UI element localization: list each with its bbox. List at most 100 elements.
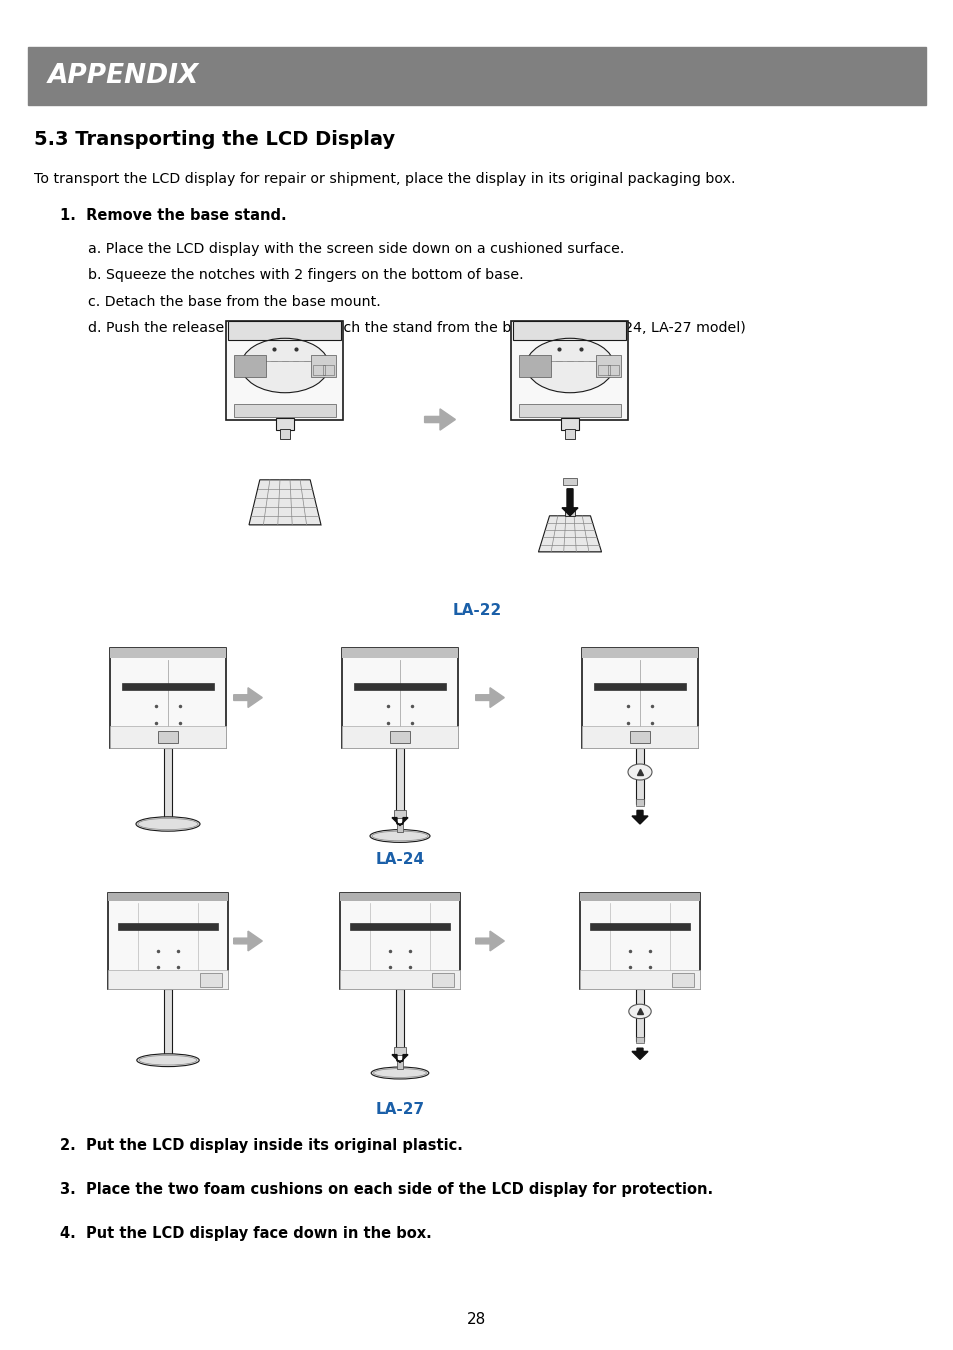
Bar [432,973,454,987]
Ellipse shape [371,1066,428,1079]
Bar [313,366,325,375]
Polygon shape [476,931,504,950]
Bar [395,748,403,811]
Polygon shape [233,687,262,707]
Bar [581,648,698,748]
Bar [564,428,575,439]
Ellipse shape [241,339,329,393]
Bar [589,923,690,930]
Bar [518,355,551,377]
Bar [229,320,341,340]
Bar [636,990,643,1041]
Bar [158,730,177,742]
Text: a. Place the LCD display with the screen side down on a cushioned surface.: a. Place the LCD display with the screen… [88,242,623,256]
Ellipse shape [627,764,651,780]
Bar [671,973,694,987]
Polygon shape [537,516,601,552]
Text: 3.  Place the two foam cushions on each side of the LCD display for protection.: 3. Place the two foam cushions on each s… [60,1183,713,1197]
Ellipse shape [136,1054,199,1067]
Bar [108,892,228,990]
Bar [226,320,343,420]
Bar [579,969,700,990]
Bar [110,648,226,657]
Bar [394,810,405,818]
Bar [122,683,213,690]
Text: 4.  Put the LCD display face down in the box.: 4. Put the LCD display face down in the … [60,1226,432,1241]
Bar [395,990,403,1049]
Bar [396,1061,403,1069]
Bar [354,683,446,690]
Ellipse shape [525,339,613,393]
Text: b. Squeeze the notches with 2 fingers on the bottom of base.: b. Squeeze the notches with 2 fingers on… [88,269,523,282]
Bar [513,320,626,340]
Bar [341,648,457,657]
Bar [562,478,577,485]
Bar [341,726,457,748]
Bar [595,355,620,377]
Bar [28,47,925,105]
Text: 5.3 Transporting the LCD Display: 5.3 Transporting the LCD Display [34,130,395,148]
Text: LA-22: LA-22 [452,603,501,618]
Polygon shape [631,1048,647,1060]
Bar [233,404,336,417]
Text: APPENDIX: APPENDIX [48,63,199,89]
Bar [229,320,341,340]
Text: To transport the LCD display for repair or shipment, place the display in its or: To transport the LCD display for repair … [34,171,735,186]
Ellipse shape [370,830,430,842]
Bar [579,892,700,990]
Bar [511,320,628,420]
Text: 2.  Put the LCD display inside its original plastic.: 2. Put the LCD display inside its origin… [60,1138,462,1153]
Bar [108,892,228,900]
Text: 1.  Remove the base stand.: 1. Remove the base stand. [60,208,286,223]
Polygon shape [249,479,320,525]
Bar [339,892,459,900]
Bar [636,799,643,806]
Bar [636,1037,643,1044]
Bar [110,726,226,748]
Polygon shape [424,409,455,431]
Text: 28: 28 [467,1312,486,1327]
Bar [311,355,336,377]
Text: LA-24: LA-24 [375,852,424,867]
Bar [164,990,172,1057]
Bar [581,726,698,748]
Polygon shape [392,1054,408,1062]
Bar [164,748,172,819]
Ellipse shape [628,1004,651,1019]
Text: LA-27: LA-27 [375,1102,424,1116]
Text: c. Detach the base from the base mount.: c. Detach the base from the base mount. [88,296,380,309]
Bar [560,417,578,431]
Polygon shape [631,810,647,824]
Bar [110,648,226,748]
Bar [275,417,294,431]
Bar [581,648,698,657]
Polygon shape [392,818,408,826]
Bar [607,366,618,375]
Bar [200,973,222,987]
Text: d. Push the release button and detach the stand from the base mount. (LA-24, LA-: d. Push the release button and detach th… [88,321,745,335]
Bar [390,730,409,742]
Bar [233,355,266,377]
Bar [564,509,575,516]
Bar [597,366,610,375]
Bar [108,969,228,990]
Bar [322,366,334,375]
Polygon shape [476,687,504,707]
Bar [579,892,700,900]
Bar [279,428,290,439]
Ellipse shape [136,817,200,832]
Bar [513,320,626,340]
Bar [630,730,649,742]
Bar [339,892,459,990]
Bar [341,648,457,748]
Polygon shape [233,931,262,950]
Bar [117,923,218,930]
Bar [394,1048,405,1056]
Bar [396,824,403,832]
Bar [339,969,459,990]
Bar [636,748,643,805]
Bar [594,683,685,690]
Polygon shape [561,489,578,516]
Bar [518,404,620,417]
Bar [349,923,450,930]
